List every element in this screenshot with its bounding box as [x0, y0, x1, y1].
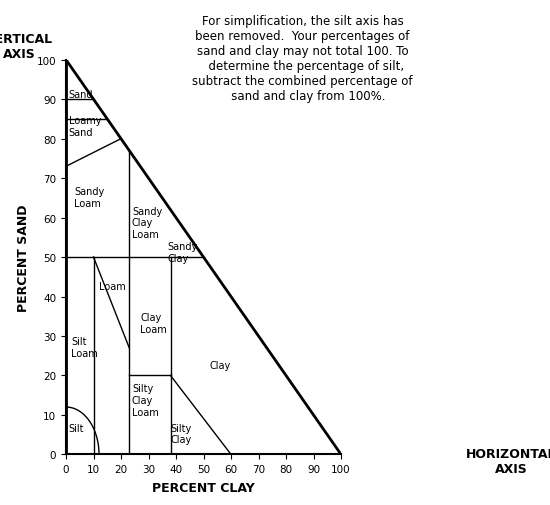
- Text: For simplification, the silt axis has
been removed.  Your percentages of
sand an: For simplification, the silt axis has be…: [192, 15, 412, 103]
- Text: Silty
Clay: Silty Clay: [170, 423, 192, 444]
- Y-axis label: PERCENT SAND: PERCENT SAND: [16, 204, 30, 311]
- Text: Sandy
Clay: Sandy Clay: [168, 242, 198, 263]
- Text: Loamy
Sand: Loamy Sand: [69, 116, 101, 137]
- X-axis label: PERCENT CLAY: PERCENT CLAY: [152, 481, 255, 494]
- Text: Clay: Clay: [209, 360, 230, 370]
- Text: Silt: Silt: [69, 423, 84, 433]
- Text: Sand: Sand: [69, 90, 94, 100]
- Text: VERTICAL
AXIS: VERTICAL AXIS: [0, 33, 53, 61]
- Text: Silt
Loam: Silt Loam: [72, 336, 98, 358]
- Text: HORIZONTAL
AXIS: HORIZONTAL AXIS: [466, 447, 550, 475]
- Text: Clay
Loam: Clay Loam: [140, 313, 167, 334]
- Text: Sandy
Clay
Loam: Sandy Clay Loam: [132, 207, 162, 239]
- Text: Sandy
Loam: Sandy Loam: [74, 187, 104, 208]
- Text: Silty
Clay
Loam: Silty Clay Loam: [132, 384, 159, 417]
- Text: Loam: Loam: [99, 281, 126, 291]
